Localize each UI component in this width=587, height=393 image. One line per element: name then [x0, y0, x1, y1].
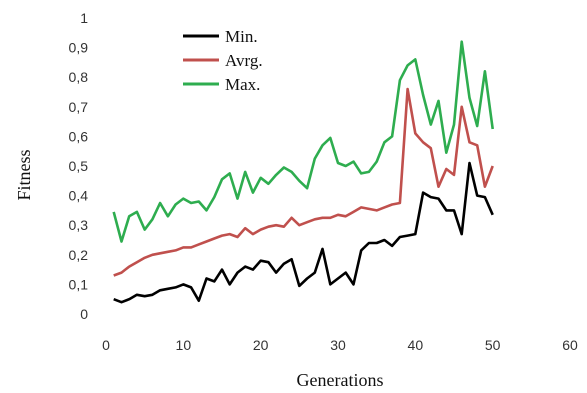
y-tick-label: 0,2: [69, 247, 89, 263]
y-tick-label: 0,8: [69, 69, 89, 85]
x-tick-label: 10: [176, 337, 192, 353]
y-tick-label: 0,3: [69, 217, 89, 233]
legend-label: Max.: [225, 75, 260, 94]
x-tick-label: 0: [102, 337, 110, 353]
series-line-max: [112, 40, 494, 243]
legend: Min. Avrg. Max.: [183, 27, 263, 94]
y-tick-label: 0,7: [69, 99, 89, 115]
y-axis-title: Fitness: [14, 149, 34, 200]
y-tick-label: 1: [80, 10, 88, 26]
x-tick-label: 40: [408, 337, 424, 353]
y-tick-label: 0,6: [69, 128, 89, 144]
y-tick-label: 0,1: [69, 276, 89, 292]
y-tick-label: 0,5: [69, 158, 89, 174]
x-axis-tick-labels: 0 10 20 30 40 50 60: [102, 337, 578, 353]
series-line-avrg: [113, 87, 494, 277]
legend-label: Avrg.: [225, 51, 263, 70]
y-tick-label: 0,4: [69, 188, 89, 204]
series-lines: [112, 40, 494, 304]
x-tick-label: 20: [253, 337, 269, 353]
x-tick-label: 30: [330, 337, 346, 353]
y-tick-label: 0: [80, 306, 88, 322]
series-line-min: [113, 161, 494, 304]
x-tick-label: 60: [562, 337, 578, 353]
legend-label: Min.: [225, 27, 258, 46]
y-tick-label: 0,9: [69, 40, 89, 56]
x-axis-title: Generations: [297, 370, 384, 390]
y-axis-tick-labels: 0 0,1 0,2 0,3 0,4 0,5 0,6 0,7 0,8 0,9 1: [69, 10, 89, 322]
x-tick-label: 50: [485, 337, 501, 353]
